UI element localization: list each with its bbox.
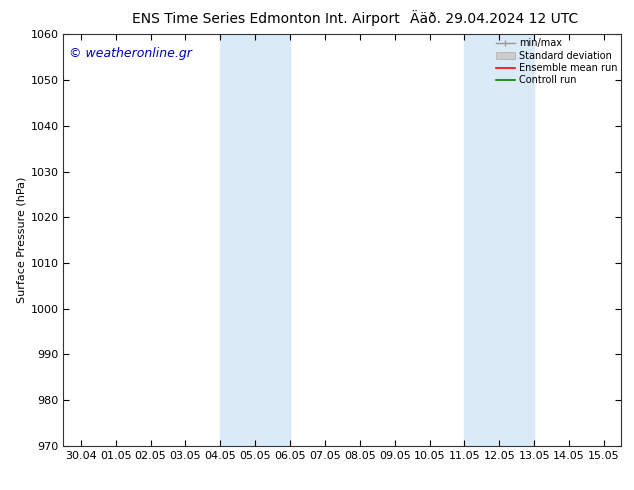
Text: ENS Time Series Edmonton Int. Airport: ENS Time Series Edmonton Int. Airport [133,12,400,26]
Bar [221,34,290,446]
Bar [464,34,534,446]
Y-axis label: Surface Pressure (hPa): Surface Pressure (hPa) [16,177,26,303]
Legend: min/max, Standard deviation, Ensemble mean run, Controll run: min/max, Standard deviation, Ensemble me… [494,36,619,87]
Text: Ääð. 29.04.2024 12 UTC: Ääð. 29.04.2024 12 UTC [410,12,579,26]
Text: © weatheronline.gr: © weatheronline.gr [69,47,192,60]
